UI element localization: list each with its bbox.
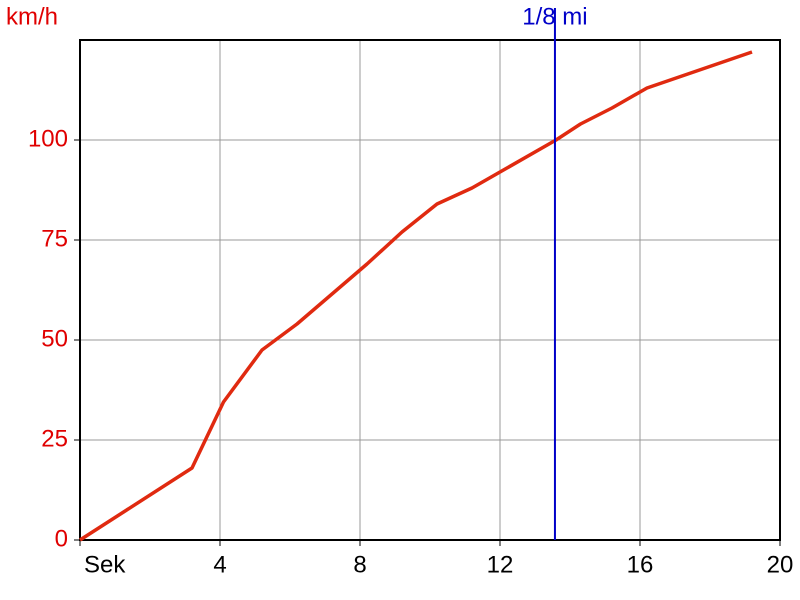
y-axis-label: km/h <box>6 3 58 30</box>
y-tick-label: 25 <box>41 425 68 452</box>
x-tick-label: 8 <box>353 551 366 578</box>
marker-label: 1/8 mi <box>522 3 587 30</box>
y-tick-label: 0 <box>55 525 68 552</box>
y-tick-label: 75 <box>41 225 68 252</box>
y-tick-label: 50 <box>41 325 68 352</box>
x-tick-label: 20 <box>767 551 794 578</box>
x-tick-label: Sek <box>84 551 126 578</box>
y-tick-label: 100 <box>28 125 68 152</box>
x-tick-label: 4 <box>213 551 226 578</box>
data-line <box>79 50 753 542</box>
x-tick-label: 12 <box>487 551 514 578</box>
plot-frame <box>79 39 781 541</box>
x-tick-label: 16 <box>627 551 654 578</box>
